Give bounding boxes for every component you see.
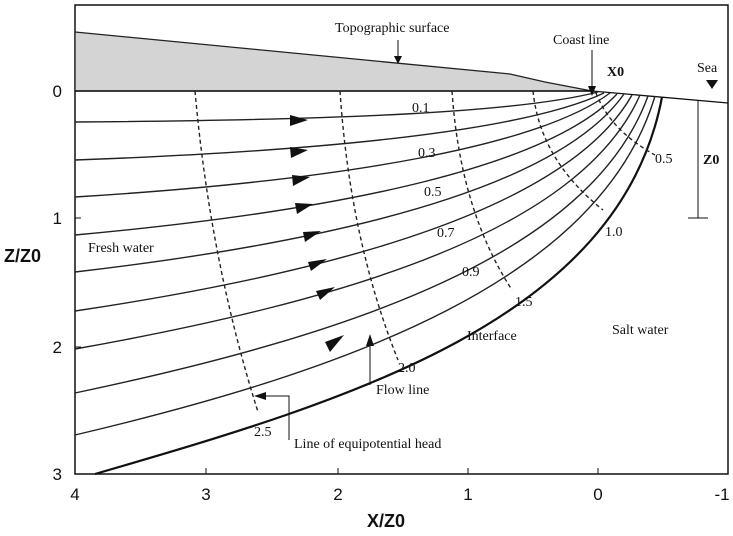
label: Interface <box>467 329 517 344</box>
label: Sea <box>697 61 718 76</box>
label: Salt water <box>612 323 669 338</box>
flow-line <box>74 94 641 350</box>
x-tick-label: 3 <box>201 485 210 504</box>
equipotential-line <box>194 90 259 413</box>
topography <box>74 31 593 92</box>
arrow <box>290 115 308 126</box>
equipotential-label: 1.5 <box>515 295 533 310</box>
flow-line <box>74 92 611 198</box>
equipotential-line <box>451 90 513 291</box>
arrowhead <box>366 334 374 346</box>
y-tick-label: 0 <box>53 82 62 101</box>
flow-label: 0.7 <box>437 226 455 241</box>
flow-line <box>74 95 649 394</box>
flow-label: 0.9 <box>462 265 480 280</box>
y-tick-label: 2 <box>53 338 62 357</box>
equipotential-line <box>532 90 604 211</box>
equipotential-label: 2.5 <box>254 425 272 440</box>
flow-label: 0.3 <box>418 146 436 161</box>
arrow <box>308 259 327 271</box>
flow-line <box>74 95 656 436</box>
equipotential-line <box>339 90 399 361</box>
equipotential-label: 1.0 <box>605 225 623 240</box>
flow-line <box>74 91 599 123</box>
x-tick-label: 0 <box>593 485 602 504</box>
flow-line <box>74 94 633 312</box>
arrow <box>290 147 308 158</box>
equipotential-line <box>595 92 656 156</box>
sea-floor <box>591 90 729 104</box>
axis-label: X/Z0 <box>367 511 405 531</box>
flow-line <box>74 93 618 236</box>
label: X0 <box>607 65 624 80</box>
equipotential-label: 0.5 <box>655 152 673 167</box>
x-tick-label: 2 <box>333 485 342 504</box>
interface-line <box>94 96 664 476</box>
flow-line <box>74 92 605 161</box>
sea-marker <box>706 80 718 89</box>
arrow <box>325 335 344 352</box>
flow-label: 0.1 <box>412 101 430 116</box>
frame <box>74 4 729 475</box>
arrowhead <box>588 86 596 96</box>
arrow <box>292 175 310 186</box>
equipotential-label: 2.0 <box>398 361 416 376</box>
arrow <box>295 203 313 214</box>
arrowhead <box>394 56 402 64</box>
equipotentials <box>194 90 656 413</box>
labels: Topographic surface Coast line X0 Sea Z0… <box>4 21 719 531</box>
label: Topographic surface <box>335 21 449 36</box>
y-tick-label: 1 <box>53 209 62 228</box>
label: Line of equipotential head <box>294 437 441 452</box>
label: Fresh water <box>88 241 154 256</box>
label: Z0 <box>703 153 719 168</box>
x-tick-label: 1 <box>463 485 472 504</box>
pointer <box>258 395 290 440</box>
x-tick-label: -1 <box>714 485 729 504</box>
flow-lines <box>74 91 664 476</box>
y-tick-label: 3 <box>53 465 62 484</box>
flow-label: 0.5 <box>424 185 442 200</box>
label: Coast line <box>553 33 609 48</box>
flow-line <box>74 93 625 273</box>
arrow <box>303 231 321 242</box>
arrow <box>316 287 335 300</box>
label: Flow line <box>376 383 429 398</box>
arrowhead <box>254 392 266 400</box>
axis-label: Z/Z0 <box>4 246 41 266</box>
x-tick-label: 4 <box>70 485 79 504</box>
